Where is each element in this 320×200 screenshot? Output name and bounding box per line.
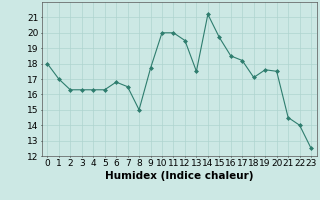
X-axis label: Humidex (Indice chaleur): Humidex (Indice chaleur) — [105, 171, 253, 181]
